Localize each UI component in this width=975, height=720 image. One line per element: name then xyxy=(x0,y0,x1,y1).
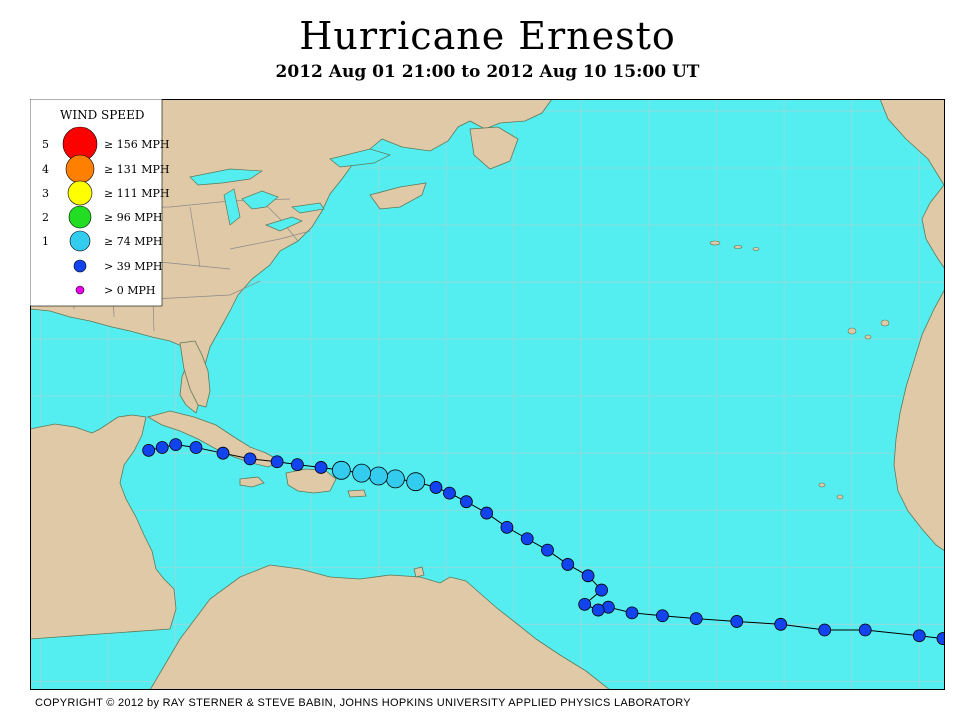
legend-category-number: 3 xyxy=(42,187,49,200)
legend-swatch xyxy=(67,180,93,206)
legend-swatch xyxy=(73,259,87,273)
nova-scotia xyxy=(369,182,427,210)
map-frame xyxy=(30,99,945,690)
track-point[interactable] xyxy=(625,606,639,620)
track-points xyxy=(142,438,945,645)
legend-label: ≥ 96 MPH xyxy=(104,211,162,224)
track-point[interactable] xyxy=(591,603,605,617)
track-point[interactable] xyxy=(936,632,945,645)
legend-label: > 39 MPH xyxy=(104,260,162,273)
track-point[interactable] xyxy=(169,438,183,452)
great-lakes xyxy=(189,148,391,232)
florida xyxy=(179,340,211,408)
track-point[interactable] xyxy=(331,460,351,480)
central-america xyxy=(30,414,177,640)
page-subtitle: 2012 Aug 01 21:00 to 2012 Aug 10 15:00 U… xyxy=(275,62,700,82)
track-point[interactable] xyxy=(369,466,388,486)
track-point[interactable] xyxy=(581,569,595,583)
africa xyxy=(893,288,945,552)
track-point[interactable] xyxy=(578,597,592,611)
track-point[interactable] xyxy=(216,446,230,460)
track-point[interactable] xyxy=(480,506,494,520)
track-point[interactable] xyxy=(243,452,257,466)
track-point[interactable] xyxy=(142,443,156,457)
page-title: Hurricane Ernesto xyxy=(299,14,676,58)
track-point[interactable] xyxy=(352,463,372,483)
track-point[interactable] xyxy=(541,543,554,557)
track-point[interactable] xyxy=(730,615,744,628)
track-point[interactable] xyxy=(500,520,514,534)
track-point[interactable] xyxy=(155,441,169,454)
track-point[interactable] xyxy=(774,617,788,631)
legend-label: ≥ 131 MPH xyxy=(104,163,169,176)
atlantic-islands xyxy=(709,240,890,500)
track-point[interactable] xyxy=(912,629,926,643)
track-point[interactable] xyxy=(520,532,534,546)
legend-label: > 0 MPH xyxy=(104,284,155,297)
track-point[interactable] xyxy=(656,609,669,623)
legend-label: ≥ 74 MPH xyxy=(104,235,162,248)
south-america xyxy=(149,564,611,690)
track-point[interactable] xyxy=(314,461,328,474)
track-point[interactable] xyxy=(689,612,703,626)
legend-category-number: 2 xyxy=(42,211,49,224)
legend-box xyxy=(30,99,163,307)
legend-swatch xyxy=(65,154,95,184)
track-point[interactable] xyxy=(595,583,608,597)
track-point[interactable] xyxy=(189,441,203,454)
track-point[interactable] xyxy=(818,623,832,637)
map-canvas[interactable]: WIND SPEED 5 ≥ 156 MPH 4 ≥ 131 MPH 3 ≥ 111 MP… xyxy=(30,99,945,690)
legend-label: ≥ 111 MPH xyxy=(104,187,169,200)
track-point[interactable] xyxy=(459,495,473,509)
trinidad xyxy=(413,566,425,578)
legend-category-number: 5 xyxy=(42,138,49,151)
legend-category-number: 4 xyxy=(42,163,49,176)
legend-category-number: 1 xyxy=(42,235,49,248)
track-point[interactable] xyxy=(429,481,443,494)
track-point[interactable] xyxy=(443,486,456,500)
legend-items: 5 ≥ 156 MPH 4 ≥ 131 MPH 3 ≥ 111 MPH 2 ≥ 96 MPH 1… xyxy=(42,126,169,297)
newfoundland xyxy=(469,126,519,170)
track-point[interactable] xyxy=(385,469,405,489)
legend-swatch xyxy=(68,205,92,229)
legend-title: WIND SPEED xyxy=(60,108,144,122)
legend-swatch xyxy=(75,285,85,295)
track-point[interactable] xyxy=(561,558,575,571)
hispaniola xyxy=(285,468,337,494)
legend-swatch xyxy=(69,230,91,252)
puerto-rico xyxy=(347,489,367,498)
track-point[interactable] xyxy=(290,458,304,471)
track-point[interactable] xyxy=(858,623,872,637)
legend: WIND SPEED 5 ≥ 156 MPH 4 ≥ 131 MPH 3 ≥ 111 MP… xyxy=(30,99,169,307)
track-point[interactable] xyxy=(406,472,426,492)
track-point[interactable] xyxy=(270,455,284,469)
copyright-text: COPYRIGHT © 2012 by RAY STERNER & STEVE … xyxy=(35,697,691,709)
legend-label: ≥ 156 MPH xyxy=(104,138,169,151)
iberia xyxy=(879,99,945,270)
jamaica xyxy=(239,476,265,488)
